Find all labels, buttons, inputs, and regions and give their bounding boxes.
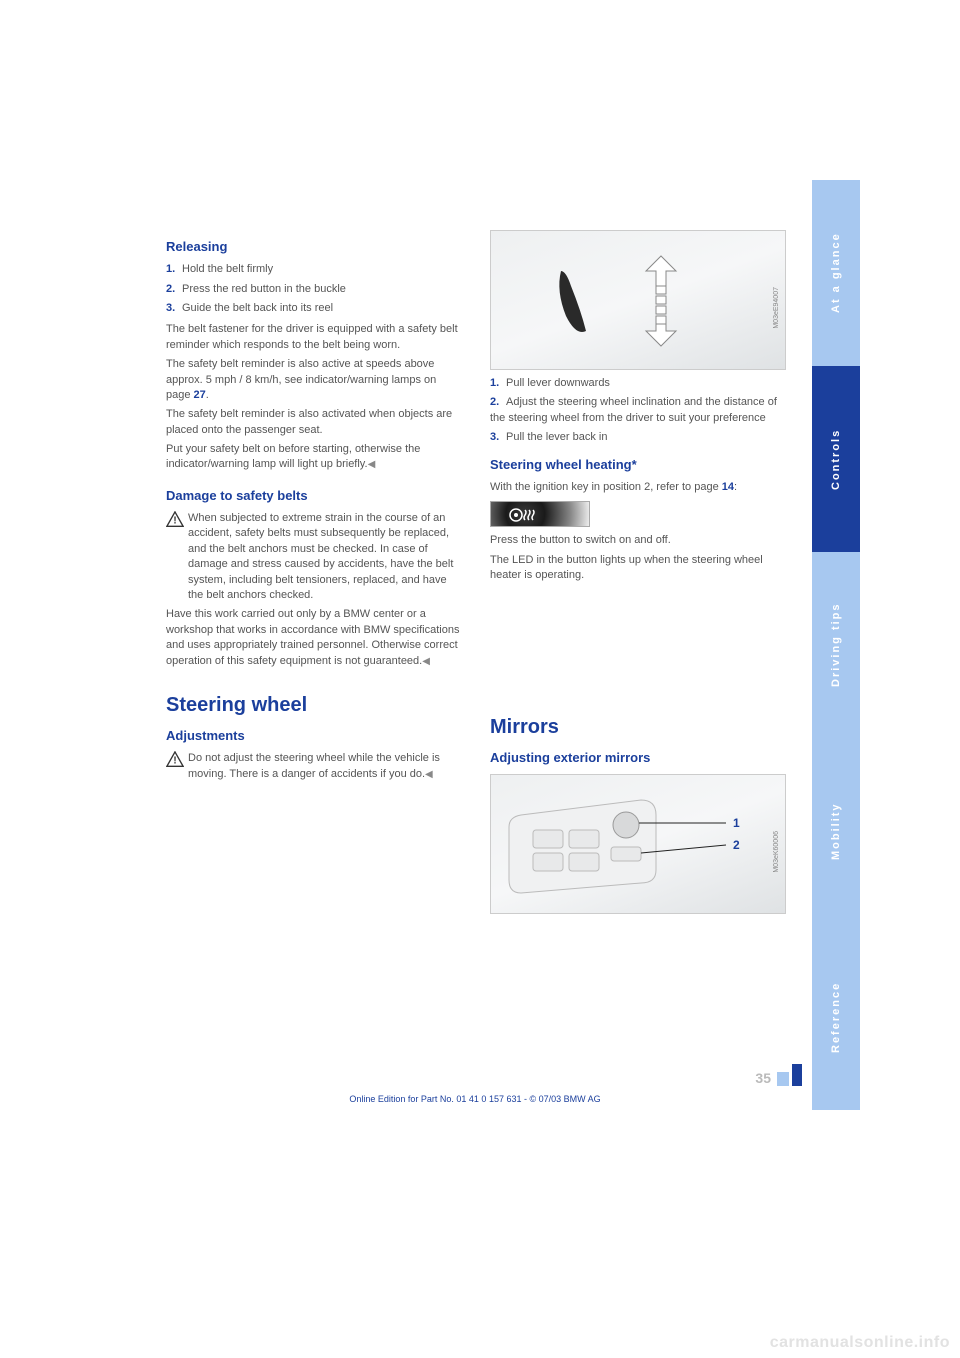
side-tabs: At a glance Controls Driving tips Mobili… — [812, 180, 860, 1110]
list-number: 1. — [166, 262, 182, 277]
reminder-text: The safety belt reminder is also active … — [166, 357, 462, 403]
warning-block: ! When subjected to extreme strain in th… — [166, 511, 462, 603]
figure-steering-lever: M03eE94007 — [490, 230, 786, 370]
mirror-panel-illustration-icon: 1 2 — [491, 775, 785, 913]
page-link[interactable]: 14 — [722, 481, 734, 493]
footer-text: Online Edition for Part No. 01 41 0 157 … — [138, 1094, 812, 1104]
watermark: carmanualsonline.info — [770, 1334, 950, 1352]
figure-label: M03eE94007 — [772, 287, 782, 329]
list-number: 2. — [490, 395, 506, 410]
end-marker-icon: ◀ — [425, 769, 433, 780]
tab-label: Mobility — [830, 802, 842, 860]
heading-mirrors: Mirrors — [490, 713, 786, 741]
heading-steering-heating: Steering wheel heating* — [490, 456, 786, 474]
heating-pre: With the ignition key in position 2, ref… — [490, 481, 722, 493]
page-number-decoration — [792, 1064, 802, 1086]
figure-mirror-controls: 1 2 M03eK60006 — [490, 774, 786, 914]
list-number: 1. — [490, 376, 506, 391]
adjust-warning-text: Do not adjust the steering wheel while t… — [188, 752, 440, 779]
content-columns: Releasing 1.Hold the belt firmly 2.Press… — [166, 230, 786, 920]
svg-text:!: ! — [173, 756, 176, 767]
damage-text: Have this work carried out only by a BMW… — [166, 607, 462, 669]
svg-text:!: ! — [173, 516, 176, 527]
end-marker-icon: ◀ — [422, 656, 430, 667]
heating-text: Press the button to switch on and off. — [490, 533, 786, 548]
heading-releasing: Releasing — [166, 238, 462, 256]
warning-block: ! Do not adjust the steering wheel while… — [166, 751, 462, 782]
heating-text: The LED in the button lights up when the… — [490, 553, 786, 584]
damage-text: Have this work carried out only by a BMW… — [166, 608, 459, 666]
heating-text: With the ignition key in position 2, ref… — [490, 480, 786, 495]
callout-1: 1 — [733, 816, 740, 830]
tab-reference[interactable]: Reference — [812, 924, 860, 1110]
steering-heat-icon — [509, 506, 535, 530]
adjust-warning-text: Do not adjust the steering wheel while t… — [188, 751, 462, 782]
steering-step-2: Adjust the steering wheel inclination an… — [490, 396, 777, 423]
reminder-text-post: . — [206, 389, 209, 401]
tab-driving-tips[interactable]: Driving tips — [812, 552, 860, 738]
tab-label: Driving tips — [830, 603, 842, 688]
heading-adjustments: Adjustments — [166, 727, 462, 745]
page-number-decoration — [777, 1072, 789, 1086]
heating-post: : — [734, 481, 737, 493]
reminder-text: The safety belt reminder is also activat… — [166, 407, 462, 438]
steering-step-3: Pull the lever back in — [506, 431, 608, 443]
figure-label: M03eK60006 — [772, 831, 782, 873]
tab-label: Controls — [830, 428, 842, 489]
warning-icon: ! — [166, 751, 184, 767]
page: At a glance Controls Driving tips Mobili… — [138, 180, 860, 1110]
steering-step-1: Pull lever downwards — [506, 377, 610, 389]
left-column: Releasing 1.Hold the belt firmly 2.Press… — [166, 230, 462, 920]
adjustment-arrows-icon — [611, 251, 731, 361]
page-number-box: 35 — [755, 1064, 802, 1086]
tab-label: Reference — [830, 981, 842, 1052]
releasing-step-3: Guide the belt back into its reel — [182, 302, 333, 314]
reminder-text: Put your safety belt on before starting,… — [166, 442, 462, 473]
heading-exterior-mirrors: Adjusting exterior mirrors — [490, 749, 786, 767]
warning-icon: ! — [166, 511, 184, 527]
tab-at-a-glance[interactable]: At a glance — [812, 180, 860, 366]
heading-damage: Damage to safety belts — [166, 487, 462, 505]
tab-label: At a glance — [830, 233, 842, 314]
page-number: 35 — [755, 1070, 771, 1086]
list-number: 3. — [490, 430, 506, 445]
figure-heating-button — [490, 501, 590, 527]
lever-illustration-icon — [551, 261, 611, 341]
reminder-text: The belt fastener for the driver is equi… — [166, 322, 462, 353]
damage-text: When subjected to extreme strain in the … — [188, 511, 462, 603]
page-link[interactable]: 27 — [194, 389, 206, 401]
callout-2: 2 — [733, 838, 740, 852]
right-column: M03eE94007 1.Pull lever downwards 2.Adju… — [490, 230, 786, 920]
reminder-text: Put your safety belt on before starting,… — [166, 443, 420, 470]
releasing-step-1: Hold the belt firmly — [182, 263, 273, 275]
heading-steering-wheel: Steering wheel — [166, 691, 462, 719]
tab-mobility[interactable]: Mobility — [812, 738, 860, 924]
tab-controls[interactable]: Controls — [812, 366, 860, 552]
list-number: 2. — [166, 282, 182, 297]
list-number: 3. — [166, 301, 182, 316]
end-marker-icon: ◀ — [368, 459, 376, 470]
releasing-step-2: Press the red button in the buckle — [182, 283, 346, 295]
